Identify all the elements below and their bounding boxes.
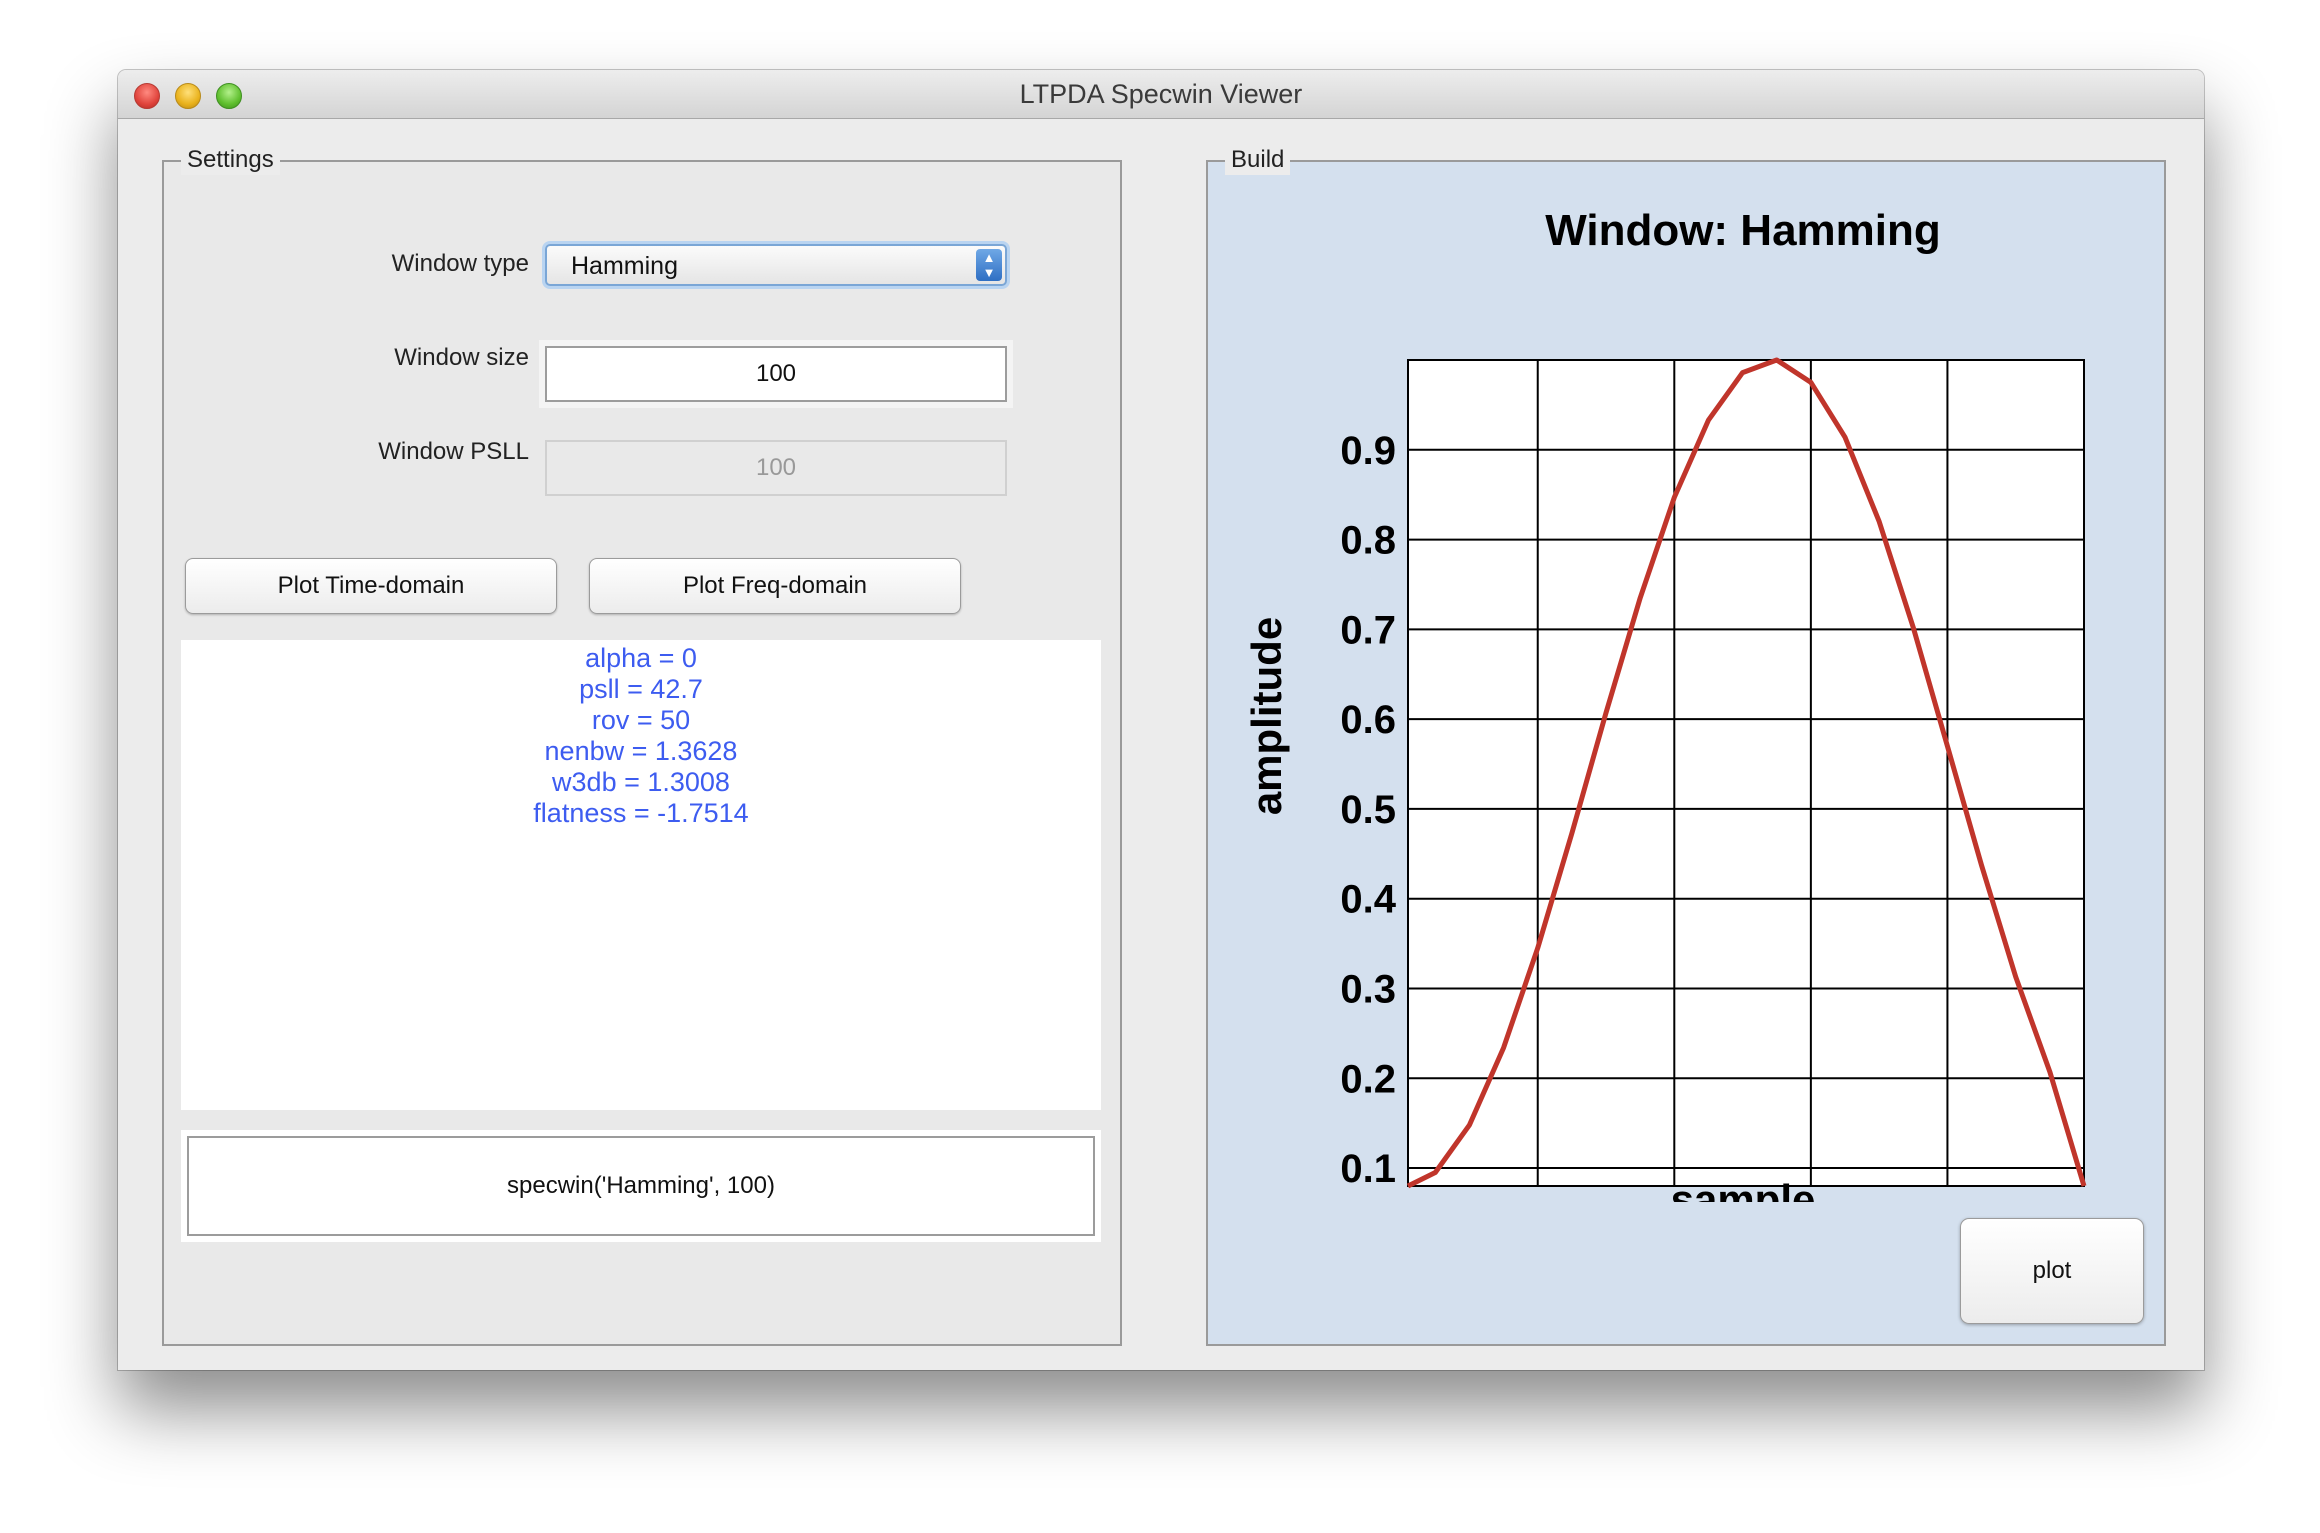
window-type-select[interactable]: Hamming ▲ ▼ xyxy=(545,244,1007,286)
command-box[interactable]: specwin('Hamming', 100) xyxy=(181,1130,1101,1242)
x-tick-label: 40 xyxy=(1652,1201,1697,1202)
y-tick-label: 0.1 xyxy=(1340,1147,1396,1191)
title-bar[interactable]: LTPDA Specwin Viewer xyxy=(118,70,2204,119)
y-tick-label: 0.6 xyxy=(1340,698,1396,742)
y-tick-label: 0.7 xyxy=(1340,608,1396,652)
x-axis-label: sample xyxy=(1671,1176,1816,1202)
info-nenbw: nenbw = 1.3628 xyxy=(544,736,738,766)
settings-legend: Settings xyxy=(181,145,280,175)
info-flatness: flatness = -1.7514 xyxy=(533,798,749,828)
window-size-label: Window size xyxy=(394,344,529,371)
window-size-input[interactable]: 100 xyxy=(545,346,1007,402)
chart-title: Window: Hamming xyxy=(1545,206,1941,255)
build-legend: Build xyxy=(1225,145,1291,175)
info-alpha: alpha = 0 xyxy=(585,643,697,673)
x-tick-label: 60 xyxy=(1789,1201,1834,1202)
settings-panel: Settings Window type Hamming ▲ ▼ Window s… xyxy=(162,145,1122,1346)
updown-arrows-icon: ▲ ▼ xyxy=(976,249,1002,281)
zoom-icon[interactable] xyxy=(216,83,242,109)
plot-freq-domain-button[interactable]: Plot Freq-domain xyxy=(589,558,961,614)
y-tick-label: 0.9 xyxy=(1340,429,1396,473)
command-text: specwin('Hamming', 100) xyxy=(187,1136,1095,1236)
y-tick-label: 0.2 xyxy=(1340,1057,1396,1101)
info-w3db: w3db = 1.3008 xyxy=(552,767,730,797)
window-psll-input: 100 xyxy=(545,440,1007,496)
build-panel: Build Window: Hamming 20 40 60 80 100 0.1 0.2 0… xyxy=(1206,145,2166,1346)
close-icon[interactable] xyxy=(134,83,160,109)
y-tick-label: 0.5 xyxy=(1340,788,1396,832)
info-psll: psll = 42.7 xyxy=(579,674,703,704)
x-tick-label: 80 xyxy=(1925,1201,1970,1202)
plot-time-domain-button[interactable]: Plot Time-domain xyxy=(185,558,557,614)
plot-button[interactable]: plot xyxy=(1960,1218,2144,1324)
window-type-label: Window type xyxy=(391,250,529,277)
plot-area xyxy=(1407,359,2085,1187)
minimize-icon[interactable] xyxy=(175,83,201,109)
y-axis-label: amplitude xyxy=(1243,617,1290,815)
window-title: LTPDA Specwin Viewer xyxy=(1019,79,1303,109)
y-tick-label: 0.8 xyxy=(1340,519,1396,563)
y-tick-label: 0.4 xyxy=(1340,878,1396,922)
window-info-box: alpha = 0 psll = 42.7 rov = 50 nenbw = 1… xyxy=(181,640,1101,1110)
app-window: LTPDA Specwin Viewer Settings Window typ… xyxy=(118,70,2204,1370)
y-tick-label: 0.3 xyxy=(1340,967,1396,1011)
x-tick-label: 100 xyxy=(2051,1201,2118,1202)
window-type-value: Hamming xyxy=(571,252,678,280)
window-psll-label: Window PSLL xyxy=(378,438,529,465)
window-chart: Window: Hamming 20 40 60 80 100 0.1 0.2 0.3 0.4 0… xyxy=(1243,206,2118,1202)
info-rov: rov = 50 xyxy=(591,705,691,735)
x-tick-label: 20 xyxy=(1515,1201,1560,1202)
